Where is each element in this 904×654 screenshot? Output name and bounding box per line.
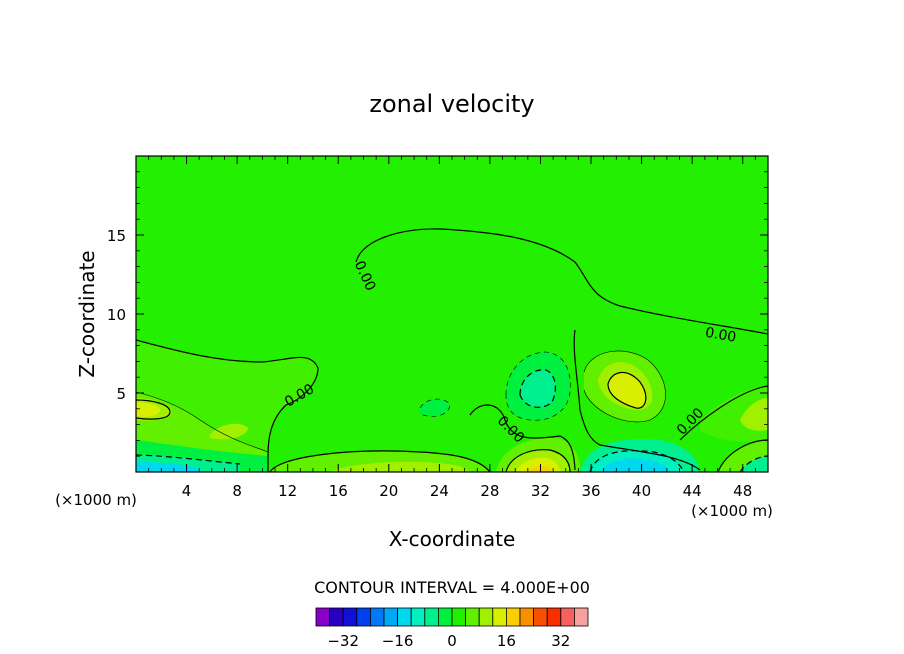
colorbar-tick-label: −16 <box>382 632 414 650</box>
x-axis: 4 8 12 16 20 24 28 32 36 40 44 48 <box>148 156 756 500</box>
contour-fill-bottom-40-core <box>600 458 670 472</box>
chart-title: zonal velocity <box>369 90 534 118</box>
contour-line-zero-stem <box>573 329 701 471</box>
colorbar-swatch <box>519 607 535 627</box>
contour-fill-neg-jet-core <box>520 369 556 408</box>
colorbar-swatch <box>342 607 358 627</box>
colorbar-tick-label: 16 <box>497 632 516 650</box>
x-tick-label: 32 <box>531 482 550 500</box>
y-tick-label: 5 <box>116 385 126 403</box>
y-tick-label: 10 <box>107 306 126 324</box>
colorbar-swatch <box>424 607 439 627</box>
contour-lines <box>136 228 768 472</box>
contour-line-neg-bottom-40 <box>589 450 685 472</box>
contour-fill-bottom-right-neg <box>740 456 768 472</box>
x-tick-label: 8 <box>232 482 242 500</box>
contour-line-bottom-32 <box>505 449 571 472</box>
x-tick-label: 12 <box>278 482 297 500</box>
contour-label: 0.00 <box>704 325 737 346</box>
colorbar-swatch <box>410 607 426 627</box>
contour-line-bottom-right <box>717 439 768 472</box>
contour-line-zero-left <box>136 339 319 472</box>
y-tick-label: 15 <box>107 227 126 245</box>
contour-fill-left-inner <box>136 402 160 417</box>
contour-fill-neg-small <box>420 399 450 417</box>
x-tick-label: 36 <box>581 482 600 500</box>
x-tick-label: 28 <box>480 482 499 500</box>
contour-line-zero-bottom <box>269 450 491 472</box>
colorbar-swatch <box>478 607 494 627</box>
contour-line-pos-jet <box>607 371 647 409</box>
colorbar-swatch <box>329 607 344 627</box>
contour-interval-text: CONTOUR INTERVAL = 4.000E+00 <box>314 578 590 597</box>
colorbar-swatch <box>492 607 507 627</box>
colorbar-swatch <box>397 607 412 627</box>
x-axis-unit-right: (×1000 m) <box>691 502 773 520</box>
colorbar-swatch <box>505 607 521 627</box>
contour-fill-bottom-left-neg3 <box>136 462 200 472</box>
x-tick-label: 20 <box>379 482 398 500</box>
x-tick-label: 16 <box>329 482 348 500</box>
contour-fill-bottom-mid-pos2 <box>330 461 470 472</box>
x-tick-label: 40 <box>632 482 651 500</box>
y-axis: 5 10 15 <box>107 171 768 457</box>
contour-line-neg-jet-outer <box>505 351 571 421</box>
y-axis-label: Z-coordinate <box>75 250 99 377</box>
contour-line-zero-plume <box>355 228 768 335</box>
contour-fill-left-small <box>210 423 248 440</box>
colorbar-swatch <box>369 607 385 627</box>
x-tick-label: 4 <box>182 482 192 500</box>
x-tick-label: 44 <box>683 482 702 500</box>
colorbar: −32 −16 0 16 32 <box>315 607 589 650</box>
contour-line-thin-2 <box>583 350 666 423</box>
contour-fill-right-core <box>740 398 768 431</box>
x-tick-label: 48 <box>733 482 752 500</box>
plot-area: 0.000.000.000.00 0.00 <box>136 156 768 472</box>
colorbar-swatch <box>560 607 575 627</box>
colorbar-swatch <box>546 607 562 627</box>
colorbar-swatch <box>574 607 589 627</box>
colorbar-swatch <box>451 607 467 627</box>
colorbar-tick-label: −32 <box>327 632 359 650</box>
contour-line-zero-mid <box>469 404 576 471</box>
x-tick-label: 24 <box>430 482 449 500</box>
colorbar-swatch <box>437 607 453 627</box>
colorbar-tick-label: 32 <box>551 632 570 650</box>
contour-line-neg-bottom-left <box>136 454 241 465</box>
colorbar-tick-label: 0 <box>447 632 457 650</box>
x-axis-label: X-coordinate <box>389 527 516 551</box>
contour-line-left-core <box>136 399 171 420</box>
contour-line-neg-small <box>419 398 451 417</box>
colorbar-swatch <box>315 607 331 627</box>
contour-line-thin-1 <box>136 391 269 453</box>
contour-line-neg-jet <box>519 369 556 408</box>
colorbar-swatch <box>383 607 399 627</box>
colorbar-swatch <box>533 607 548 627</box>
colorbar-swatch <box>356 607 371 627</box>
contour-lines-negative-thin <box>419 351 571 421</box>
x-axis-unit-left: (×1000 m) <box>55 491 137 509</box>
contour-line-zero-right <box>679 385 768 441</box>
colorbar-swatch <box>465 607 480 627</box>
